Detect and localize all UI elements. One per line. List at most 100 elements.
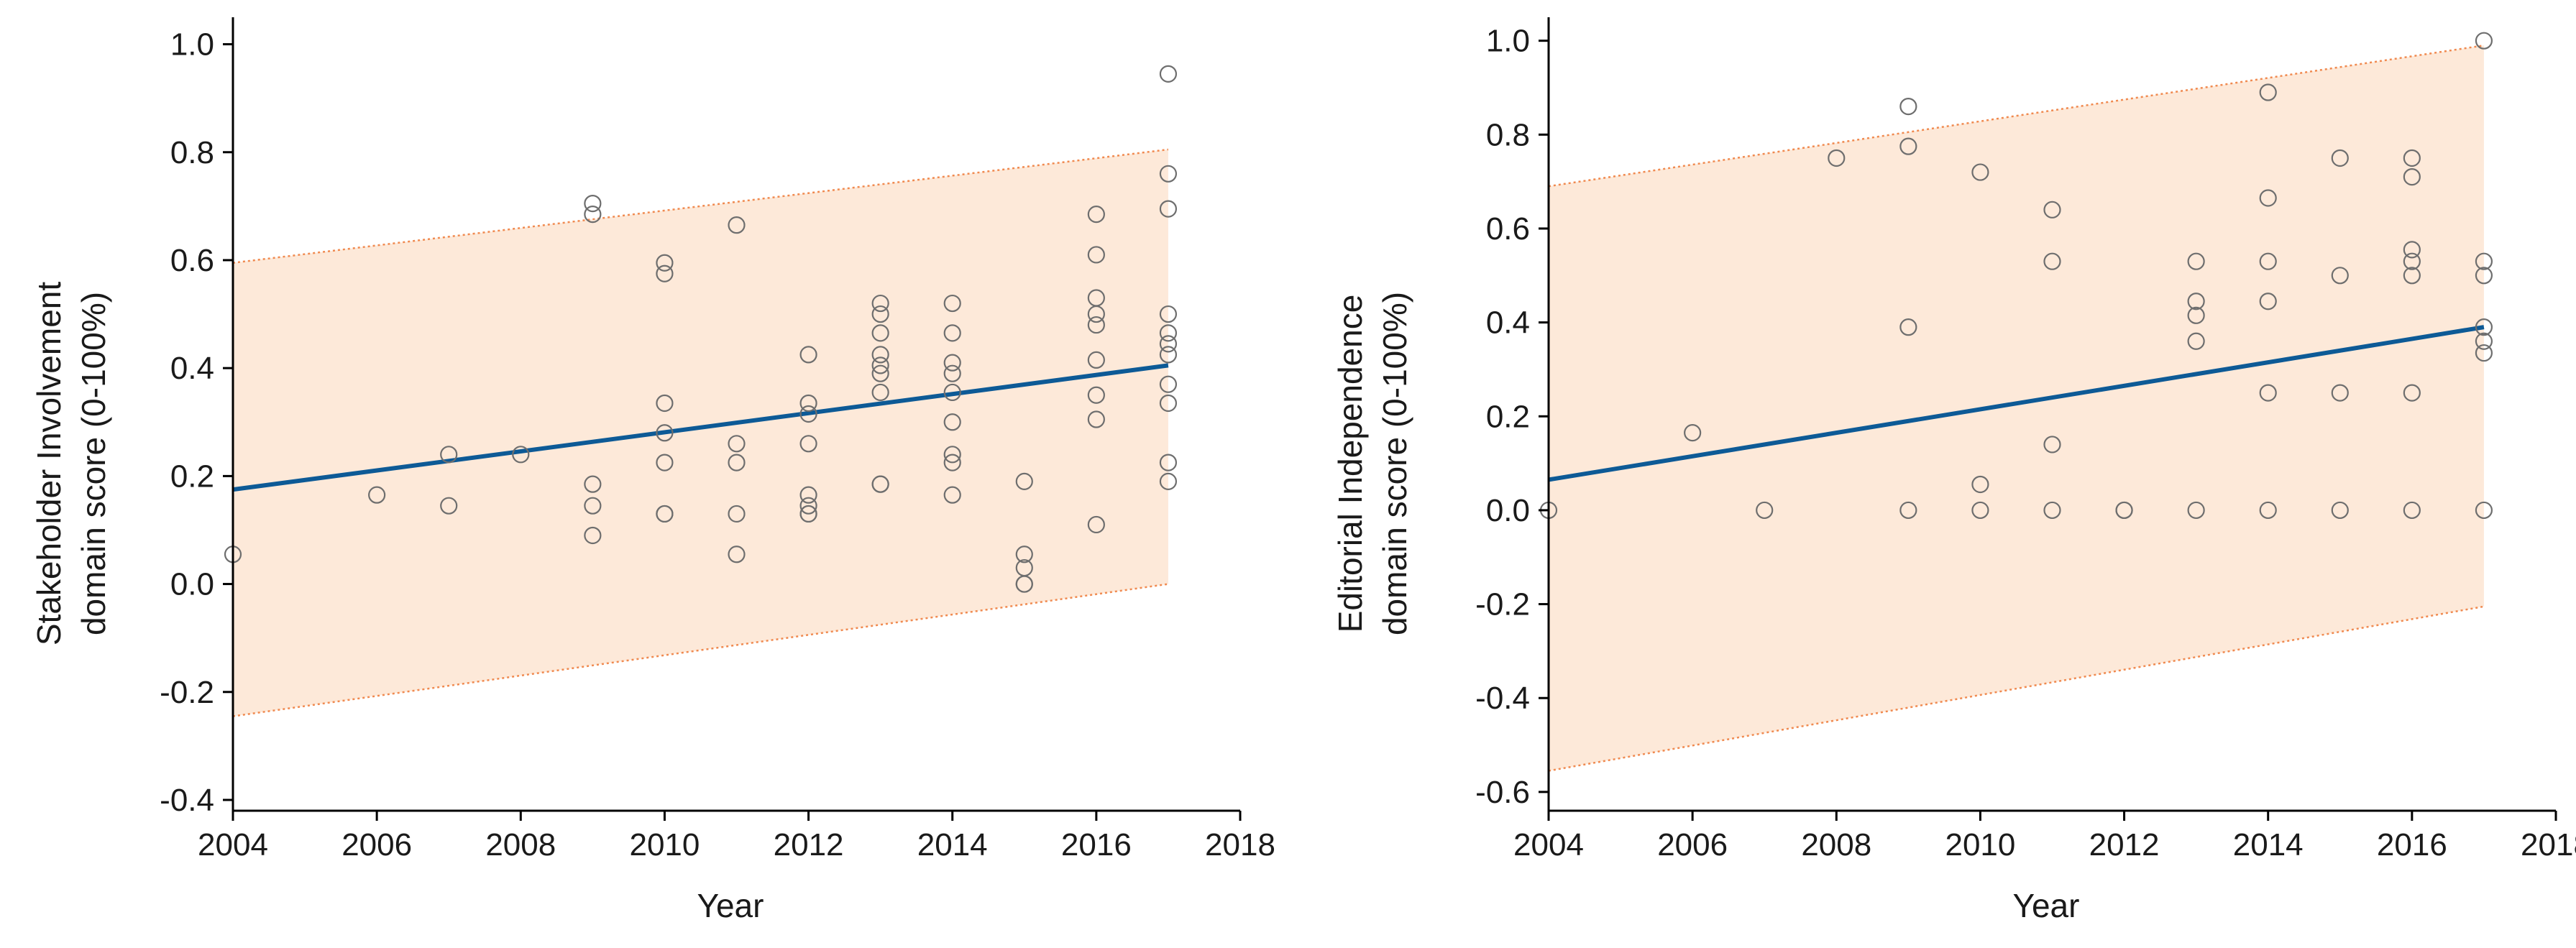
data-point [1087, 386, 1105, 404]
data-point [871, 475, 889, 493]
data-point [871, 356, 889, 374]
x-tick-label: 2006 [342, 827, 412, 862]
y-axis-label-line-1: Editorial Independence [1331, 295, 1369, 633]
data-point [512, 446, 530, 464]
data-point [1899, 137, 1917, 155]
data-point [1159, 65, 1178, 83]
data-point [2259, 293, 2277, 310]
data-point [728, 216, 746, 234]
data-point [1087, 206, 1105, 224]
data-point [799, 497, 817, 515]
data-point [1899, 501, 1917, 520]
data-point [799, 346, 817, 364]
data-point [368, 486, 386, 504]
confidence-band [232, 148, 1169, 717]
data-point [943, 324, 961, 342]
data-point [943, 364, 961, 382]
y-tick-label: -0.2 [160, 675, 214, 710]
data-point [943, 383, 961, 402]
data-point [2331, 501, 2349, 520]
y-axis-label-line-1: Stakeholder Involvement [30, 282, 68, 646]
y-axis-label: Stakeholder Involvement domain score (0-… [30, 282, 112, 646]
data-point [656, 505, 674, 523]
data-point [728, 546, 746, 563]
y-tick-label: 0.4 [170, 351, 214, 386]
data-point [943, 294, 961, 313]
data-point [2403, 149, 2421, 167]
x-tick-label: 2014 [2233, 827, 2304, 862]
regression-line [232, 363, 1169, 492]
data-point [656, 264, 674, 282]
data-point [1971, 475, 1989, 494]
data-point [2475, 267, 2493, 285]
data-point [943, 413, 961, 431]
data-point [871, 324, 889, 342]
y-tick-label: 0.0 [170, 567, 214, 602]
data-point [2259, 384, 2277, 402]
data-point [656, 394, 674, 413]
data-points [1539, 32, 2493, 520]
data-point [728, 505, 746, 523]
data-point [943, 454, 961, 471]
data-point [2187, 252, 2205, 270]
data-point [1899, 98, 1917, 116]
data-point [799, 405, 817, 423]
data-point [1087, 246, 1105, 264]
data-point [1159, 472, 1178, 490]
data-point [1159, 394, 1178, 413]
data-point [2331, 384, 2349, 402]
data-point [656, 424, 674, 442]
lower-bound-line [1548, 605, 2485, 772]
data-point [871, 383, 889, 402]
data-points [224, 65, 1178, 593]
data-point [1087, 351, 1105, 369]
tick-labels: -0.6 -0.4 -0.2 0.0 0.2 0.4 0.6 0.8 1.0 2004 2006 20… [1475, 24, 2576, 862]
data-point [1015, 546, 1033, 563]
data-point [799, 435, 817, 453]
y-tick-label: -0.4 [1475, 681, 1530, 716]
data-point [2187, 293, 2205, 310]
x-tick-label: 2004 [198, 827, 268, 862]
data-point [1756, 501, 1774, 520]
data-point [1087, 515, 1105, 534]
y-tick-label: 0.8 [170, 135, 214, 170]
data-point [2187, 332, 2205, 350]
data-point [1159, 200, 1178, 218]
data-point [2403, 501, 2421, 520]
data-point [1015, 472, 1033, 490]
confidence-band-area [233, 149, 1168, 717]
data-point [1159, 165, 1178, 183]
y-axis-label: Editorial Independence domain score (0-1… [1331, 292, 1413, 635]
regression-line-group [232, 363, 1169, 492]
data-point [2043, 501, 2061, 520]
data-point [1015, 575, 1033, 593]
data-point [1159, 454, 1178, 471]
data-point [2475, 501, 2493, 520]
y-tick-label: -0.2 [1475, 587, 1530, 622]
x-tick-label: 2016 [1061, 827, 1132, 862]
x-axis-label: Year [697, 887, 764, 924]
data-point [2043, 252, 2061, 270]
data-point [1159, 346, 1178, 364]
data-point [2403, 384, 2421, 402]
y-tick-label: -0.4 [160, 783, 214, 818]
x-tick-label: 2014 [917, 827, 988, 862]
data-point [943, 486, 961, 504]
data-point [728, 435, 746, 453]
data-point [871, 305, 889, 323]
confidence-band-area [1549, 45, 2484, 771]
data-point [799, 486, 817, 504]
data-point [2043, 201, 2061, 218]
axes [1547, 17, 2556, 812]
data-point [1971, 163, 1989, 181]
y-axis-label-line-2: domain score (0-100%) [75, 292, 112, 635]
data-point [799, 394, 817, 413]
data-point [1087, 410, 1105, 428]
data-point [1159, 335, 1178, 353]
y-tick-label: -0.6 [1475, 775, 1530, 810]
data-point [2403, 241, 2421, 259]
data-point [584, 475, 602, 493]
data-point [2403, 168, 2421, 186]
data-point [2475, 252, 2493, 270]
